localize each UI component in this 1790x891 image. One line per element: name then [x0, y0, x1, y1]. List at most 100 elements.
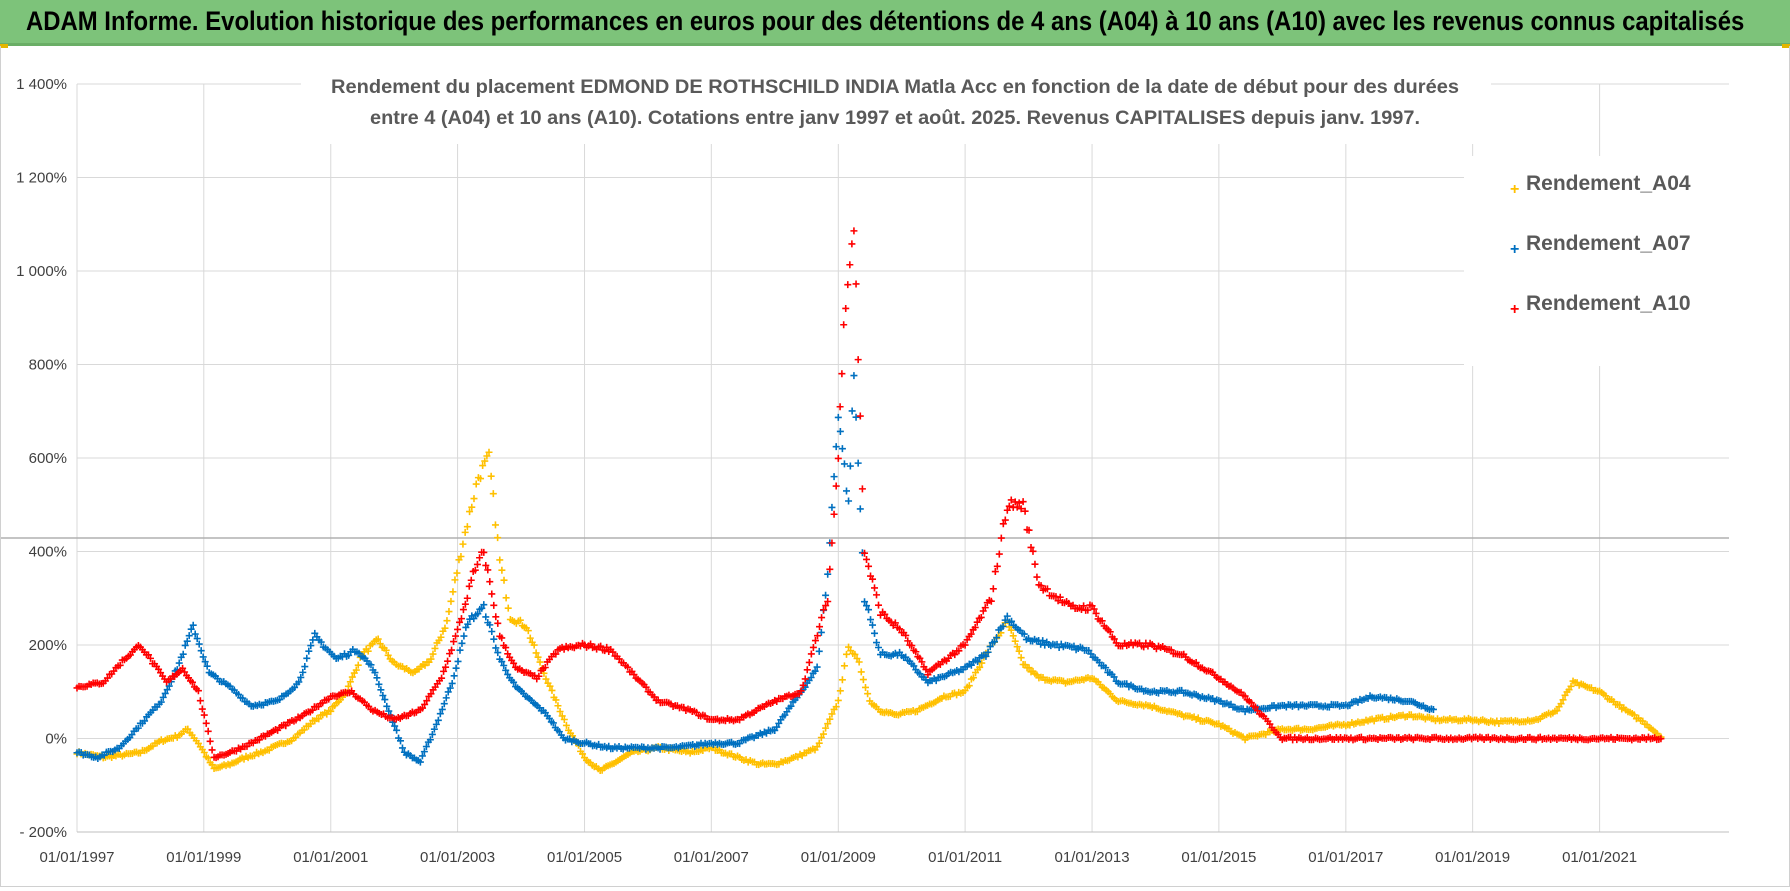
data-point: [189, 621, 197, 629]
data-point: [1017, 505, 1025, 513]
data-point: [184, 725, 192, 733]
data-point: [461, 528, 469, 536]
legend-item-a10[interactable]: + Rendement_A10: [1510, 292, 1691, 318]
data-point: [179, 664, 187, 672]
data-point: [485, 448, 493, 456]
data-point: [1657, 735, 1665, 743]
data-point: [354, 661, 362, 669]
data-point: [181, 668, 189, 676]
data-point: [846, 462, 854, 470]
data-point: [194, 687, 202, 695]
data-point: [478, 604, 486, 612]
data-point: [1056, 593, 1064, 601]
legend-label-a10: Rendement_A10: [1526, 292, 1691, 315]
x-tick-label: 01/01/2017: [1308, 849, 1383, 866]
data-point: [204, 727, 212, 735]
data-point: [861, 549, 869, 557]
data-point: [830, 510, 838, 518]
x-tick-label: 01/01/2007: [674, 849, 749, 866]
data-point: [1080, 602, 1088, 610]
data-point: [480, 601, 488, 609]
data-point: [840, 662, 848, 670]
data-point: [161, 689, 169, 697]
data-point: [799, 681, 807, 689]
data-point: [1241, 692, 1249, 700]
data-point: [429, 650, 437, 658]
data-point: [875, 643, 883, 651]
data-point: [456, 618, 464, 626]
data-point: [1008, 617, 1016, 625]
legend-item-a07[interactable]: + Rendement_A07: [1510, 232, 1691, 258]
data-point: [817, 628, 825, 636]
data-point: [864, 690, 872, 698]
data-point: [845, 497, 853, 505]
data-point: [200, 711, 208, 719]
data-point: [175, 659, 183, 667]
data-point: [842, 487, 850, 495]
data-point: [818, 614, 826, 622]
data-point: [984, 648, 992, 656]
data-point: [615, 655, 623, 663]
data-point: [603, 643, 611, 651]
data-point: [811, 637, 819, 645]
data-point: [773, 723, 781, 731]
data-point: [850, 372, 858, 380]
data-point: [630, 671, 638, 679]
data-point: [916, 654, 924, 662]
data-point: [871, 584, 879, 592]
data-point: [377, 686, 385, 694]
data-point: [1020, 630, 1028, 638]
data-point: [299, 668, 307, 676]
data-point: [373, 674, 381, 682]
data-point: [840, 321, 848, 329]
y-tick-label: 400%: [29, 544, 67, 561]
data-point: [134, 724, 142, 732]
data-point: [450, 672, 458, 680]
data-point: [510, 678, 518, 686]
data-point: [965, 682, 973, 690]
data-point: [813, 663, 821, 671]
data-point: [811, 667, 819, 675]
data-point: [494, 534, 502, 542]
data-point: [803, 666, 811, 674]
data-point: [787, 702, 795, 710]
data-point: [597, 642, 605, 650]
data-point: [1001, 616, 1009, 624]
data-point: [918, 658, 926, 666]
data-point: [873, 639, 881, 647]
data-point: [1110, 673, 1118, 681]
data-point: [202, 719, 210, 727]
data-point: [1005, 502, 1013, 510]
data-point: [993, 562, 1001, 570]
data-point: [204, 754, 212, 762]
data-point: [826, 715, 834, 723]
data-point: [986, 643, 994, 651]
data-point: [196, 697, 204, 705]
data-point: [398, 744, 406, 752]
data-point: [459, 540, 467, 548]
data-point: [303, 654, 311, 662]
data-point: [987, 597, 995, 605]
data-point: [198, 705, 206, 713]
data-point: [844, 281, 852, 289]
data-point: [420, 748, 428, 756]
data-point: [1011, 498, 1019, 506]
data-point: [863, 602, 871, 610]
data-point: [534, 653, 542, 661]
data-point: [193, 635, 201, 643]
data-point: [854, 459, 862, 467]
data-point: [474, 610, 482, 618]
data-point: [383, 702, 391, 710]
data-point: [556, 708, 564, 716]
data-point: [449, 588, 457, 596]
legend-item-a04[interactable]: + Rendement_A04: [1510, 172, 1691, 198]
data-point: [995, 550, 1003, 558]
data-point: [466, 508, 474, 516]
x-tick-label: 01/01/1997: [39, 849, 114, 866]
data-point: [824, 570, 832, 578]
data-point: [199, 653, 207, 661]
data-point: [446, 650, 454, 658]
data-point: [479, 462, 487, 470]
data-point: [1039, 637, 1047, 645]
